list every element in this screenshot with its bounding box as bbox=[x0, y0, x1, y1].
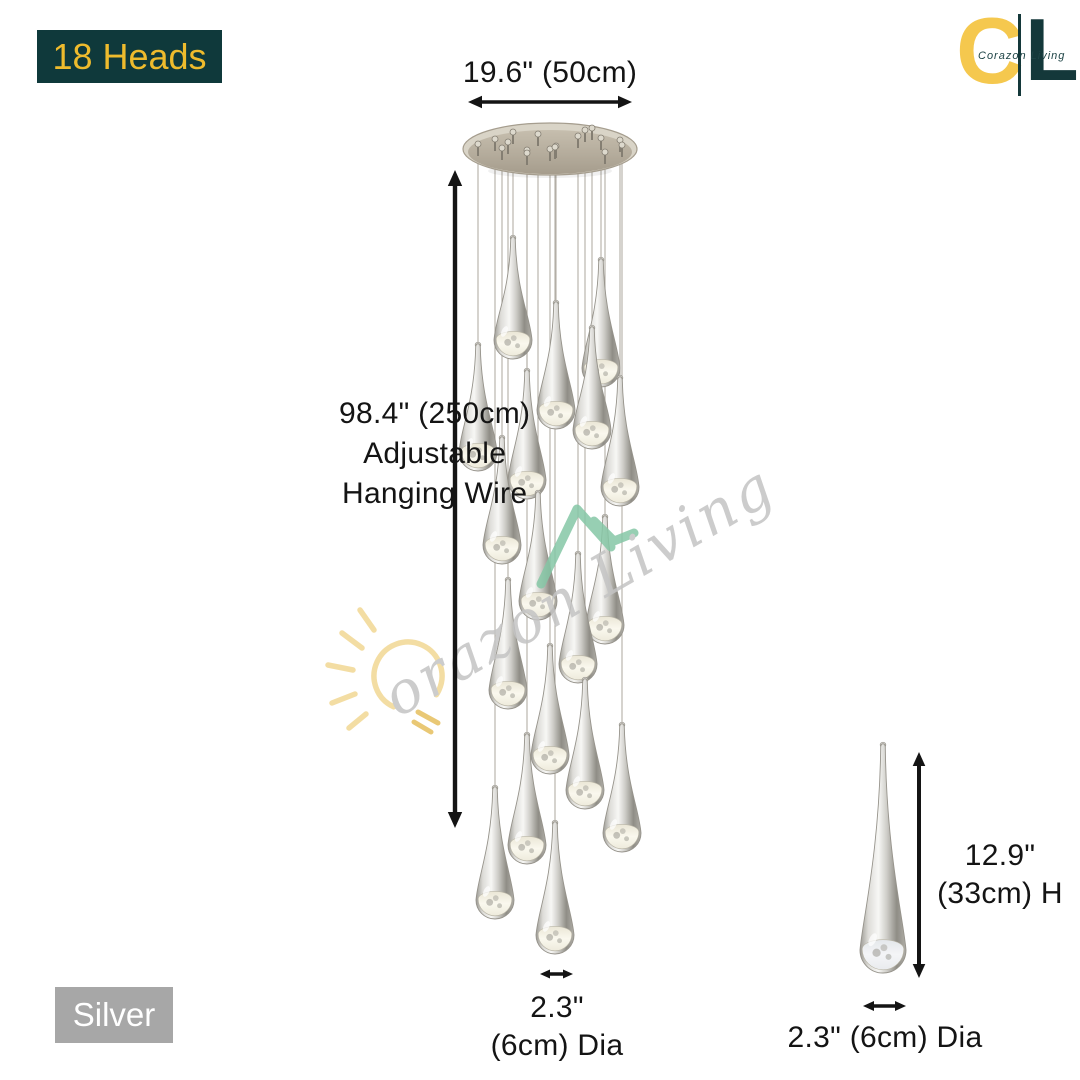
canopy-width-label: 19.6" (50cm) bbox=[462, 56, 638, 89]
pendant-drop bbox=[493, 234, 533, 360]
pendant-drop bbox=[530, 642, 570, 775]
pendant-drop bbox=[458, 341, 498, 472]
wire-length-line1: 98.4" (250cm) bbox=[339, 397, 531, 430]
teardrop-pendants bbox=[458, 234, 642, 955]
brand-logo: C L Corazon Living bbox=[956, 4, 1079, 106]
pendant-drop bbox=[518, 489, 558, 621]
pendant-drop bbox=[488, 576, 528, 710]
canopy-wire-pins bbox=[474, 124, 626, 165]
wire-length-arrow bbox=[447, 170, 463, 828]
heads-count-badge: 18 Heads bbox=[37, 30, 222, 83]
single-height-label-line2: (33cm) H bbox=[937, 877, 1063, 910]
pendant-drop bbox=[507, 731, 547, 865]
logo-letter-c: C bbox=[956, 0, 1024, 103]
single-diameter-arrow bbox=[863, 1001, 906, 1011]
pendant-drop bbox=[565, 676, 605, 810]
pendant-drop bbox=[507, 367, 547, 500]
pendant-drop bbox=[482, 434, 522, 565]
single-teardrop-detail bbox=[859, 741, 907, 974]
watermark-roof-icon bbox=[536, 504, 639, 589]
pendant-drop bbox=[536, 299, 576, 430]
canopy-width-arrow bbox=[468, 95, 632, 109]
pendant-drop bbox=[600, 374, 640, 507]
finish-color-badge: Silver bbox=[55, 987, 173, 1043]
pendant-drop bbox=[602, 721, 642, 853]
single-diameter-label: 2.3" (6cm) Dia bbox=[787, 1021, 983, 1054]
wire-length-label: 98.4" (250cm) Adjustable Hanging Wire bbox=[339, 394, 530, 514]
single-height-label-line1: 12.9" bbox=[964, 839, 1036, 872]
logo-divider-line bbox=[1018, 14, 1021, 96]
drop-diameter-label-line2: (6cm) Dia bbox=[490, 1029, 624, 1062]
dimension-arrows bbox=[447, 95, 926, 1011]
pendant-drop bbox=[585, 513, 625, 645]
drop-diameter-arrow bbox=[540, 969, 573, 979]
wire-length-line3: Hanging Wire bbox=[341, 477, 528, 510]
watermark-bulb-base bbox=[411, 709, 441, 735]
logo-script-text: Corazon Living bbox=[978, 50, 1066, 62]
pendant-drop bbox=[535, 819, 575, 955]
single-height-arrow bbox=[912, 752, 926, 978]
pendant-drop bbox=[572, 324, 612, 450]
wire-length-line2: Adjustable bbox=[363, 437, 507, 470]
pendant-drop bbox=[475, 784, 515, 920]
pendant-drop bbox=[558, 550, 598, 684]
single-drop bbox=[859, 741, 907, 974]
drop-diameter-label-line1: 2.3" bbox=[530, 991, 584, 1024]
logo-letter-l: L bbox=[1025, 0, 1079, 99]
watermark-bulb-icon bbox=[325, 607, 445, 731]
